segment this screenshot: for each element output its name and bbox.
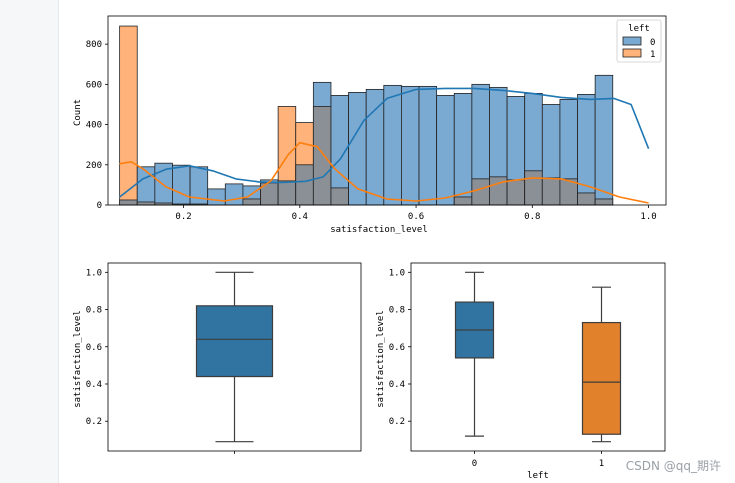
hist-ytick-label: 800 [86,40,102,50]
box1-ytick-label: 1.0 [86,268,102,278]
hist-bar-overlap [119,199,138,206]
hist-bar-overlap [242,198,261,206]
box2-ytick-label: 0.2 [389,417,405,427]
legend-swatch-0 [622,36,642,46]
legend-swatch-1 [622,48,642,58]
box2-ylabel: satisfaction_level [376,310,386,408]
box2-ytick-label: 0.8 [389,306,405,316]
hist-bar-left-0 [436,95,455,206]
watermark: CSDN @qq_期许 [625,459,721,473]
hist-bar-left-0 [224,183,244,206]
box1-ylabel: satisfaction_level [73,310,83,408]
legend-label-0: 0 [650,38,655,48]
hist-ytick-label: 400 [86,121,102,131]
box2-xtick-label: 0 [472,459,477,469]
box2-axes-frame [410,262,666,452]
box1-ytick-label: 0.6 [86,343,102,353]
box1-ytick-label: 0.4 [86,380,102,390]
hist-xtick-label: 0.2 [175,212,191,222]
box2-xtick-label: 1 [599,459,604,469]
hist-bar-left-0 [207,188,226,206]
hist-bar-overlap [577,192,596,206]
legend-label-1: 1 [650,50,655,60]
hist-ytick-label: 600 [86,80,102,90]
box1-ytick-label: 0.8 [86,306,102,316]
hist-bar-left-0 [418,85,438,206]
hist-bar-overlap [295,164,314,206]
hist-bar-overlap [541,177,561,206]
box1-ytick-label: 0.2 [86,417,102,427]
box2-ytick-label: 0.4 [389,380,405,390]
box2-ytick-label: 1.0 [389,268,405,278]
hist-ytick-label: 0 [97,201,102,211]
hist-bar-overlap [471,178,490,206]
hist-bar-left-0 [401,85,420,206]
hist-bar-overlap [594,198,614,206]
legend-title: left [628,24,650,34]
box1-box [195,305,274,378]
hist-bar-overlap [330,187,349,206]
hist-bar-overlap [136,201,156,206]
hist-bar-left-0 [136,166,156,206]
hist-xtick-label: 0.8 [524,212,540,222]
box2-ytick-label: 0.6 [389,343,405,353]
hist-bar-overlap [453,196,473,206]
hist-xtick-label: 1.0 [640,212,656,222]
page-gutter [0,0,59,483]
hist-bar-overlap [312,106,332,206]
box2-xlabel: left [527,471,549,481]
hist-xtick-label: 0.4 [292,212,308,222]
hist-bar-left-0 [383,84,402,206]
hist-bar-left-0 [594,74,614,206]
hist-bar-left-0 [172,164,191,206]
kde-line-left-0 [119,87,650,198]
box2-box [581,321,622,435]
hist-bar-left-0 [365,88,385,206]
hist-xlabel: satisfaction_level [330,225,428,235]
hist-bar-overlap [506,179,526,206]
hist-bar-left-0 [453,93,473,206]
hist-axes-frame [107,15,667,206]
hist-ylabel: Count [73,99,83,126]
hist-bar-overlap [277,180,297,206]
hist-ytick-label: 200 [86,161,102,171]
hist-xtick-label: 0.6 [408,212,424,222]
hist-bar-overlap [524,170,543,206]
hist-bar-left-1 [119,25,138,206]
kde-line-left-1 [119,141,649,204]
